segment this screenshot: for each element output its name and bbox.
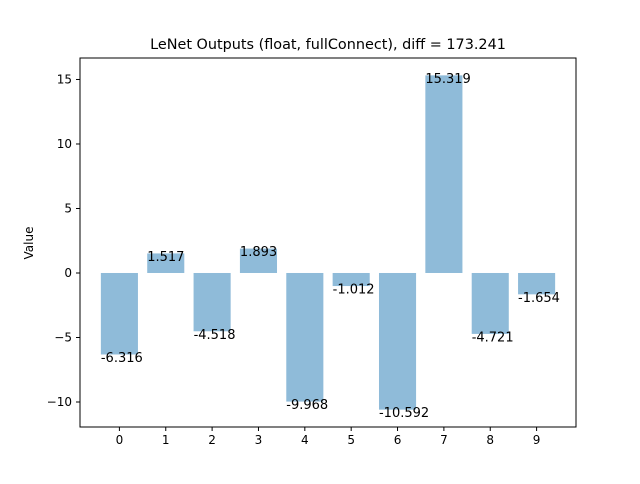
bar [471,272,509,334]
x-tick-label: 2 [208,433,216,447]
bar [100,272,138,355]
x-tick-label: 9 [533,433,541,447]
y-tick-label: 5 [64,201,72,215]
bar [193,272,231,332]
data-label: 15.319 [425,72,471,87]
bar [518,272,556,295]
plot-area: -6.316 1.517 -4.518 1.893 -9.968 -1.012 -10.59… [47,57,577,447]
x-tick-label: 3 [255,433,263,447]
bar [147,253,185,273]
x-tick-label: 5 [347,433,355,447]
data-label: -1.654 [518,291,560,306]
y-axis-label: Value [22,227,36,260]
data-label: 1.517 [147,250,184,265]
bar [332,272,370,287]
y-tick-label: 0 [64,266,72,280]
y-tick-label: −10 [47,395,72,409]
bar [239,248,278,273]
x-tick-label: 7 [440,433,448,447]
data-label: 1.893 [240,245,277,260]
x-tick-label: 0 [116,433,124,447]
y-tick-label: −5 [54,330,72,344]
data-label: -1.012 [333,283,375,298]
bar [286,272,324,402]
data-label: -6.316 [101,351,143,366]
data-label: -4.721 [472,330,514,345]
x-tick-label: 1 [162,433,170,447]
data-label: -9.968 [286,398,328,413]
y-tick-label: 10 [57,137,72,151]
bar [378,272,417,410]
x-tick-label: 4 [301,433,309,447]
x-tick-label: 6 [394,433,402,447]
y-tick-label: 15 [57,72,72,86]
bar [425,75,463,273]
x-tick-label: 8 [486,433,494,447]
axes-frame [79,57,577,428]
chart-title: LeNet Outputs (float, fullConnect), diff… [150,37,506,53]
data-label: -10.592 [379,406,429,421]
data-label: -4.518 [194,328,236,343]
